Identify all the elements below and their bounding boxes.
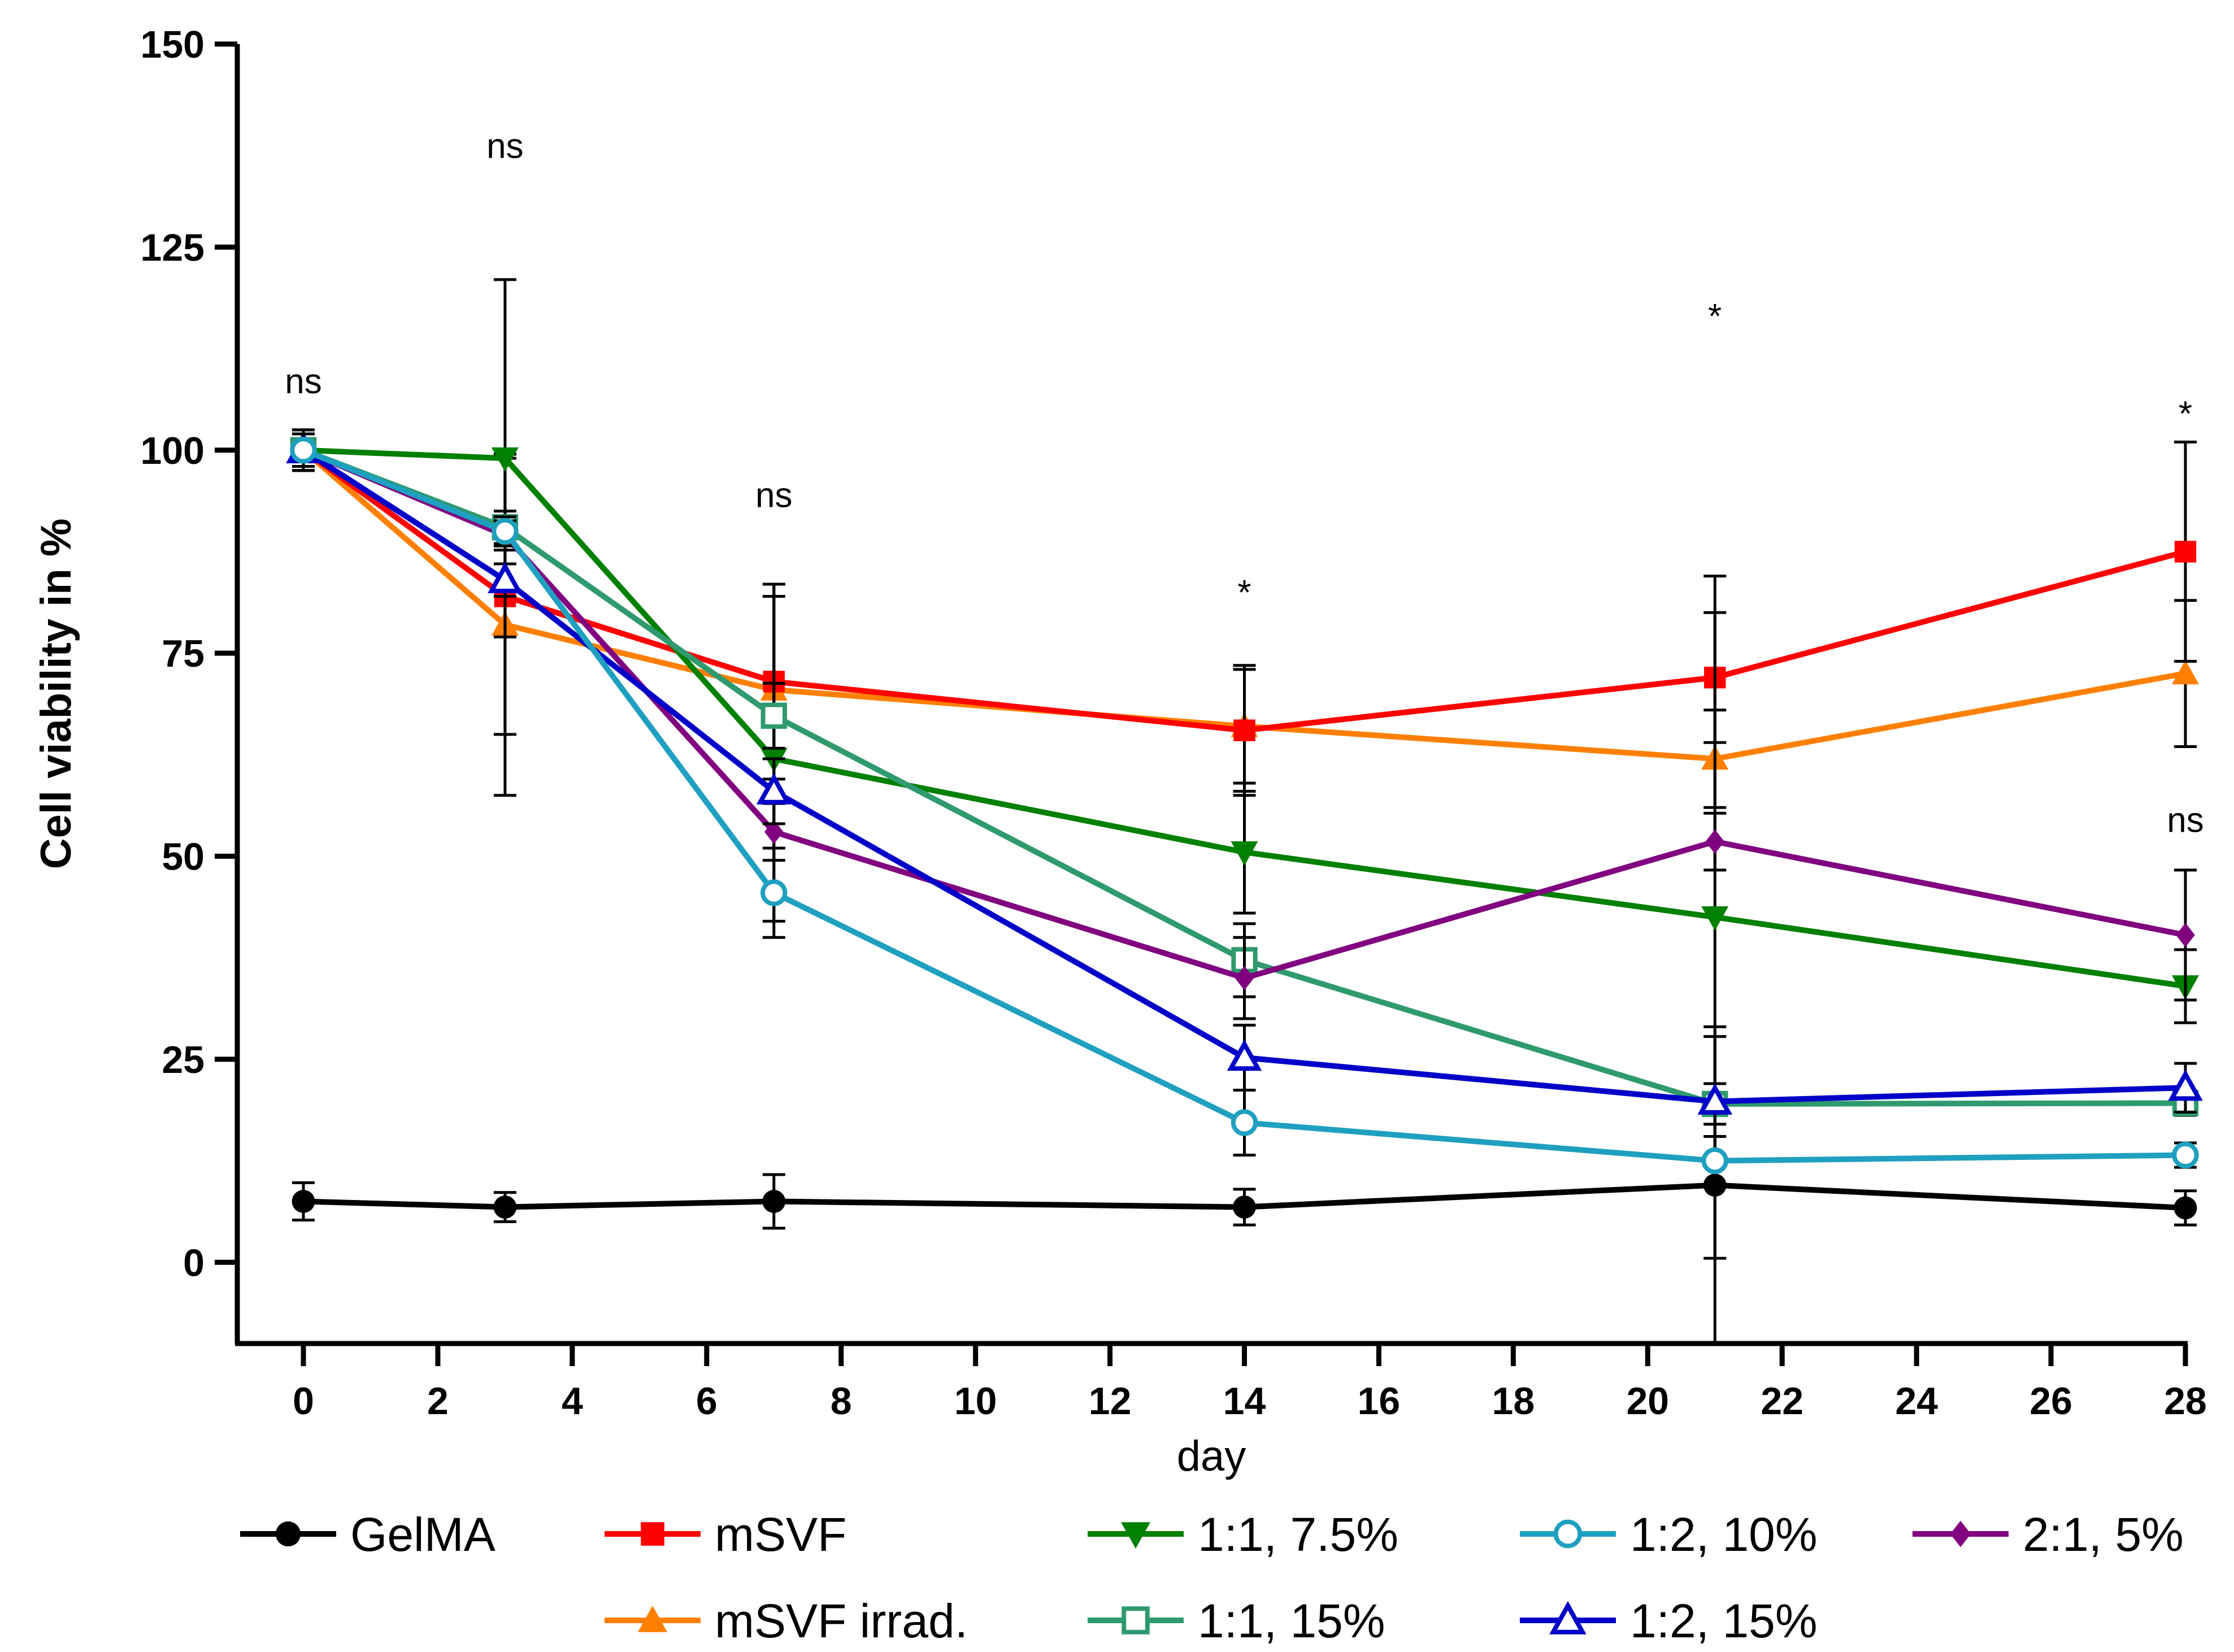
legend-label: mSVF irrad. — [715, 1594, 968, 1647]
series-line-2-1-5 — [302, 447, 2186, 981]
data-point — [2168, 1069, 2203, 1101]
data-point — [760, 879, 788, 906]
legend-marker — [641, 1522, 664, 1546]
legend-item-1-1-15: 1:1, 15% — [1088, 1594, 1385, 1647]
data-point — [764, 819, 784, 844]
data-point — [1231, 841, 1258, 866]
data-point — [1697, 1083, 1733, 1115]
x-tick-label: 6 — [696, 1380, 718, 1423]
significance-label: * — [1237, 573, 1251, 612]
significance-label: ns — [486, 127, 523, 166]
legend-label: 1:1, 15% — [1198, 1594, 1385, 1647]
legend-marker — [1553, 1519, 1583, 1549]
data-point — [1701, 1147, 1728, 1175]
data-point — [491, 447, 519, 472]
data-point — [1701, 906, 1729, 931]
series-line-gelma — [303, 1182, 2186, 1211]
series-1-2-10 — [290, 432, 2199, 1187]
x-tick-label: 2 — [427, 1380, 449, 1423]
legend-label: 2:1, 5% — [2023, 1508, 2184, 1561]
x-tick-label: 28 — [2164, 1380, 2207, 1423]
data-point — [1235, 966, 1254, 990]
legend: GelMA mSVF 1:1, 7.5% 1:2, 10% 2:1, 5% mSVF ir… — [240, 1508, 2184, 1647]
significance-annotations: ns ns ns * * * ns — [285, 127, 2203, 840]
data-point — [1233, 1195, 1256, 1219]
legend-label: mSVF — [715, 1508, 846, 1561]
x-axis-label: day — [1177, 1432, 1246, 1480]
legend-marker — [1121, 1522, 1150, 1549]
legend-marker — [638, 1606, 667, 1632]
series-line-1-2-15 — [302, 447, 2186, 1105]
x-tick-label: 26 — [2029, 1380, 2072, 1423]
y-tick-label: 75 — [162, 632, 205, 675]
data-point — [2176, 923, 2195, 947]
series-line-msvf — [302, 447, 2187, 733]
series-line-1-2-10 — [302, 447, 2186, 1164]
x-tick-label: 0 — [293, 1380, 314, 1423]
data-point — [290, 437, 317, 464]
data-point — [2174, 1196, 2197, 1220]
significance-label: ns — [285, 362, 321, 401]
y-tick-label: 50 — [162, 836, 205, 879]
data-point — [762, 1190, 786, 1213]
data-point — [292, 1190, 315, 1213]
data-point — [1231, 1109, 1258, 1136]
legend-marker — [1549, 1601, 1587, 1634]
x-tick-label: 20 — [1626, 1380, 1669, 1423]
legend-item-msvf-irrad: mSVF irrad. — [605, 1594, 968, 1647]
data-point — [2174, 541, 2197, 563]
x-tick-label: 16 — [1358, 1380, 1401, 1423]
x-tick-label: 12 — [1089, 1380, 1132, 1423]
x-tick-label: 4 — [562, 1380, 583, 1423]
legend-label: 1:2, 10% — [1630, 1508, 1818, 1561]
legend-marker — [1950, 1520, 1971, 1547]
y-axis-label: Cell viability in % — [32, 519, 80, 870]
significance-label: * — [2179, 395, 2192, 434]
x-tick-label: 18 — [1492, 1380, 1535, 1423]
data-point — [760, 702, 787, 729]
legend-marker — [275, 1521, 301, 1547]
legend-marker — [1122, 1606, 1150, 1634]
data-point — [1705, 829, 1725, 854]
legend-label: 1:1, 7.5% — [1198, 1508, 1398, 1561]
legend-item-gelma: GelMA — [240, 1508, 496, 1561]
legend-item-1-1-7-5: 1:1, 7.5% — [1088, 1508, 1398, 1561]
y-tick-label: 0 — [183, 1241, 205, 1284]
series-group — [286, 278, 2203, 1345]
data-point — [2172, 1141, 2199, 1169]
legend-item-2-1-5: 2:1, 5% — [1913, 1508, 2184, 1561]
x-tick-label: 24 — [1895, 1380, 1938, 1423]
data-point — [1233, 719, 1255, 741]
y-tick-label: 150 — [141, 23, 205, 66]
legend-item-msvf: mSVF — [605, 1508, 846, 1561]
significance-label: ns — [2167, 801, 2203, 840]
x-tick-label: 22 — [1761, 1380, 1803, 1423]
significance-label: ns — [755, 476, 792, 515]
legend-label: 1:2, 15% — [1630, 1594, 1818, 1647]
data-point — [756, 773, 792, 805]
legend-label: GelMA — [350, 1508, 496, 1561]
data-point — [2172, 660, 2199, 685]
x-tick-label: 10 — [954, 1380, 997, 1423]
series-line-1-1-7-5 — [303, 447, 2186, 989]
legend-item-1-2-15: 1:2, 15% — [1520, 1594, 1818, 1647]
data-point — [488, 562, 523, 593]
significance-label: * — [1708, 297, 1722, 336]
series-1-1-7-5 — [290, 278, 2199, 1260]
y-tick-label: 100 — [141, 429, 205, 472]
series-1-2-15 — [286, 432, 2203, 1168]
series-line-1-1-15 — [302, 447, 2186, 1107]
data-point — [492, 518, 519, 545]
data-point — [1227, 1039, 1262, 1071]
legend-item-1-2-10: 1:2, 10% — [1520, 1508, 1818, 1561]
y-tick-label: 25 — [162, 1038, 205, 1081]
x-tick-label: 8 — [831, 1380, 852, 1423]
x-tick-label: 14 — [1223, 1380, 1266, 1423]
data-point — [493, 1195, 517, 1219]
y-tick-label: 125 — [141, 226, 205, 269]
